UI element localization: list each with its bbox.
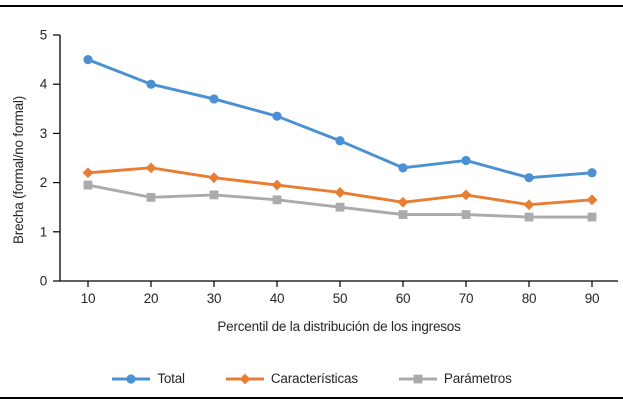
data-point-total <box>398 163 408 173</box>
data-point-total <box>461 155 471 166</box>
data-point-parametros <box>587 212 597 222</box>
x-tick-label: 60 <box>396 291 411 306</box>
x-tick-label: 50 <box>333 291 348 306</box>
legend-item-caracteristicas: Características <box>225 371 358 386</box>
bottom-rule <box>0 397 623 399</box>
y-tick-label: 3 <box>40 126 47 141</box>
series-line-total <box>87 58 593 180</box>
y-tick-label: 0 <box>40 274 47 289</box>
legend-label: Total <box>157 371 185 386</box>
top-rule <box>0 5 623 7</box>
y-axis-title: Brecha (formal/no formal) <box>11 95 26 245</box>
legend-marker-square <box>413 374 423 383</box>
data-point-parametros <box>461 210 471 219</box>
legend-swatch-circle-icon <box>112 373 151 384</box>
data-point-parametros <box>146 192 156 202</box>
data-point-caracteristicas <box>208 172 220 184</box>
data-point-caracteristicas <box>145 162 157 174</box>
data-point-total <box>587 168 597 178</box>
data-point-parametros <box>209 190 219 200</box>
legend-marker-diamond <box>239 373 251 384</box>
legend: Total Características Parámetros <box>0 371 623 386</box>
x-tick-label: 90 <box>585 291 600 306</box>
y-tick-label: 1 <box>40 224 47 239</box>
data-point-parametros <box>83 180 93 190</box>
data-point-parametros <box>524 212 534 222</box>
data-point-caracteristicas <box>460 189 472 201</box>
legend-item-parametros: Parámetros <box>398 371 512 386</box>
data-point-caracteristicas <box>586 194 598 206</box>
data-point-parametros <box>272 195 282 205</box>
x-tick-label: 80 <box>522 291 537 306</box>
x-axis-title: Percentil de la distribución de los ingr… <box>217 319 461 334</box>
data-point-caracteristicas <box>397 196 409 208</box>
legend-marker-circle <box>126 373 136 384</box>
data-point-total <box>83 55 93 65</box>
y-tick-label: 5 <box>40 28 47 43</box>
data-point-total <box>146 79 156 89</box>
data-point-total <box>335 136 345 146</box>
series-total <box>83 55 597 183</box>
series-parametros <box>83 180 597 222</box>
x-tick-label: 20 <box>144 291 159 306</box>
data-point-total <box>524 173 534 183</box>
data-point-caracteristicas <box>82 167 94 179</box>
x-tick-label: 70 <box>459 291 474 306</box>
data-point-total <box>209 94 219 104</box>
data-point-parametros <box>398 210 408 219</box>
x-tick-label: 10 <box>81 291 96 306</box>
x-tick-label: 30 <box>207 291 222 306</box>
x-tick-label: 40 <box>270 291 285 306</box>
legend-item-total: Total <box>111 371 185 386</box>
data-point-caracteristicas <box>523 199 535 211</box>
data-point-total <box>272 111 282 121</box>
data-point-caracteristicas <box>271 179 283 191</box>
data-point-caracteristicas <box>334 187 346 198</box>
legend-swatch-diamond-icon <box>225 373 264 384</box>
data-point-parametros <box>335 202 345 212</box>
series-caracteristicas <box>82 162 598 211</box>
y-tick-label: 4 <box>40 77 48 92</box>
legend-label: Parámetros <box>443 371 512 386</box>
legend-swatch-square-icon <box>398 374 437 383</box>
legend-label: Características <box>270 371 358 386</box>
y-tick-label: 2 <box>40 175 47 190</box>
